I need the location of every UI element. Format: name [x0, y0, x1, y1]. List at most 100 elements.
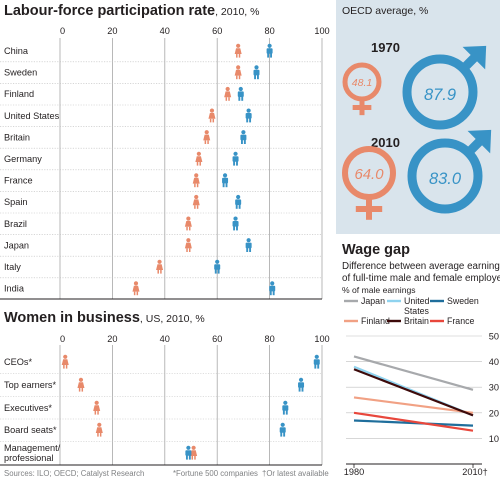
labour-chart-row-spain-label: Spain: [4, 197, 28, 207]
women-chart-row-top-earners-female-marker: [77, 377, 85, 392]
women-chart-row-management-professional-female-marker-leg-right: [194, 456, 196, 460]
wage-series-finland-line: [353, 396, 474, 414]
labour-chart-row-germany-male-marker-torso: [232, 156, 239, 162]
labour-chart: 0 20 40 60 80 100 China Sweden Finland United Sta…: [0, 26, 330, 300]
women-chart-row-board-seats-female-marker-leg-left: [97, 433, 99, 437]
wage-xtick-2010: 2010†: [462, 467, 488, 477]
women-chart-row-top-earners-female-marker-dress: [77, 382, 85, 388]
labour-chart-row-sweden-female-marker-head: [236, 65, 241, 70]
labour-chart-row-britain-female-marker-head: [204, 130, 209, 135]
labour-chart-row-japan-female-marker-leg-right: [188, 248, 191, 252]
labour-chart-row-britain-female-marker-leg-left: [204, 140, 207, 144]
labour-chart-row-brazil-male-marker: [232, 216, 239, 231]
labour-chart-row-india-male-marker-head: [270, 281, 275, 286]
women-chart-tick-20: 20: [107, 334, 117, 344]
wage-ytick-30: 30: [489, 383, 499, 393]
labour-chart-subtitle: , 2010, %: [215, 6, 259, 18]
labour-chart-row-france-female-marker: [192, 173, 200, 188]
labour-chart-row-china-female-marker-leg-right: [238, 54, 241, 58]
labour-chart-row-italy-female-marker-dress: [156, 264, 164, 270]
labour-chart-row-sweden-label: Sweden: [4, 68, 37, 78]
women-chart-row-management-professional-female-marker-dress: [190, 450, 198, 456]
labour-chart-row-france-female-marker-leg-right: [196, 183, 199, 188]
venus-2010-icon-value: 64.0: [355, 167, 385, 183]
labour-chart-row-spain-male-marker-leg-left: [235, 204, 238, 209]
labour-chart-row-britain-male-marker: [240, 130, 247, 144]
women-chart-title: Women in business: [4, 310, 140, 326]
labour-chart-row-germany-male-marker-leg-right: [236, 161, 238, 166]
women-chart-row-ceos-female-marker-dress: [61, 359, 69, 365]
labour-chart-row-germany-female-marker-leg-right: [199, 162, 201, 166]
labour-chart-row-brazil-male-marker-head: [233, 216, 238, 221]
wage-legend-united-states-label-1: United: [404, 296, 430, 306]
women-chart-row-management-professional-female-marker-head: [191, 445, 196, 450]
women-chart-tick-0: 0: [60, 334, 65, 344]
wage-legend-finland-label: Finland: [361, 316, 390, 326]
labour-chart-row-japan-female-marker: [184, 238, 192, 252]
wage-chart-title: Wage gap: [342, 242, 410, 258]
labour-chart-row-united-states-female-marker-head: [209, 108, 215, 113]
labour-chart-row-china-female-marker-leg-left: [236, 54, 238, 58]
women-chart-row-executives-female-marker-head: [94, 400, 99, 405]
women-chart: 0 20 40 60 80 100 CEOs* Top earners* Executives*…: [0, 334, 330, 466]
oecd-year-2010: 2010: [371, 135, 400, 150]
mars-2010-icon-ring: [407, 138, 483, 214]
labour-chart-row-france-male-marker-torso: [222, 177, 229, 184]
labour-chart-row-france-label: France: [4, 176, 33, 186]
labour-chart-row-china-male-marker-leg-left: [267, 53, 270, 58]
women-chart-row-ceos-male-marker-leg-right: [317, 364, 320, 369]
labour-chart-row-finland-female-marker: [224, 86, 232, 101]
labour-chart-row-india-female-marker-head: [133, 281, 139, 286]
women-chart-row-management-professional-male-marker-torso: [185, 450, 192, 456]
women-chart-row-ceos-female-marker-leg-left: [63, 365, 65, 369]
labour-chart-row-brazil-female-marker-head: [186, 216, 191, 221]
women-chart-row-ceos-male-marker-leg-left: [314, 364, 317, 369]
women-chart-subtitle: , US, 2010, %: [140, 313, 205, 325]
labour-chart-row-spain-female-marker-head: [194, 194, 199, 200]
women-chart-row-board-seats-male-marker-head: [280, 422, 285, 427]
labour-chart-row-united-states-male-marker-head: [246, 108, 251, 113]
labour-chart-row-india-female-marker-dress: [132, 285, 140, 292]
women-chart-row-executives-female-marker: [93, 400, 101, 415]
wage-series-britain-line: [353, 368, 474, 417]
labour-chart-tick-60: 60: [212, 26, 222, 36]
labour-chart-heading: Labour-force participation rate, 2010, %: [4, 3, 259, 19]
labour-chart-row-britain-female-marker-leg-right: [207, 140, 209, 144]
labour-chart-row-sweden-female-marker-leg-right: [238, 75, 241, 80]
women-chart-tick-80: 80: [264, 334, 274, 344]
women-chart-tick-40: 40: [160, 334, 170, 344]
women-chart-row-management-professional-male-marker: [185, 445, 192, 460]
women-chart-row-board-seats-female-marker-head: [97, 422, 102, 427]
labour-chart-row-sweden-male-marker-leg-right: [257, 75, 259, 80]
women-chart-row-executives-male-marker-head: [283, 400, 288, 405]
labour-chart-row-finland-female-marker-dress: [224, 91, 232, 98]
women-chart-row-board-seats-male-marker: [279, 422, 286, 437]
labour-chart-tick-20: 20: [107, 26, 117, 36]
labour-chart-row-spain-female-marker: [192, 194, 200, 209]
labour-chart-row-finland-male-marker: [237, 86, 244, 101]
labour-chart-row-united-states-male-marker: [245, 108, 252, 123]
women-chart-row-executives-female-marker-leg-right: [97, 411, 99, 415]
fortune-note: *Fortune 500 companies: [173, 469, 258, 478]
labour-chart-row-china-male-marker-torso: [266, 48, 273, 54]
women-chart-heading: Women in business, US, 2010, %: [4, 310, 205, 326]
labour-chart-row-germany-label: Germany: [4, 154, 42, 164]
labour-chart-row-finland-female-marker-head: [225, 86, 230, 92]
labour-chart-tick-80: 80: [264, 26, 274, 36]
labour-chart-row-india-male-marker-leg-left: [269, 291, 272, 296]
labour-chart-row-italy-female-marker-leg-left: [157, 270, 159, 274]
labour-chart-row-japan-male-marker-leg-left: [246, 247, 249, 252]
labour-chart-row-finland-female-marker-leg-right: [228, 97, 230, 101]
labour-chart-row-japan-female-marker-dress: [184, 242, 192, 249]
women-chart-row-management-professional-male-marker-leg-right: [188, 455, 191, 460]
women-chart-row-executives-female-marker-dress: [93, 405, 101, 411]
labour-chart-row-japan-male-marker-torso: [245, 242, 252, 249]
women-chart-row-ceos-female-marker-leg-right: [65, 365, 68, 369]
labour-chart-row-italy-female-marker: [156, 259, 164, 274]
women-chart-row-board-seats-female-marker: [95, 422, 103, 437]
labour-chart-row-britain-female-marker-dress: [203, 134, 211, 141]
labour-chart-row-italy-label: Italy: [4, 262, 21, 272]
venus-1970-icon-value: 48.1: [352, 77, 373, 89]
